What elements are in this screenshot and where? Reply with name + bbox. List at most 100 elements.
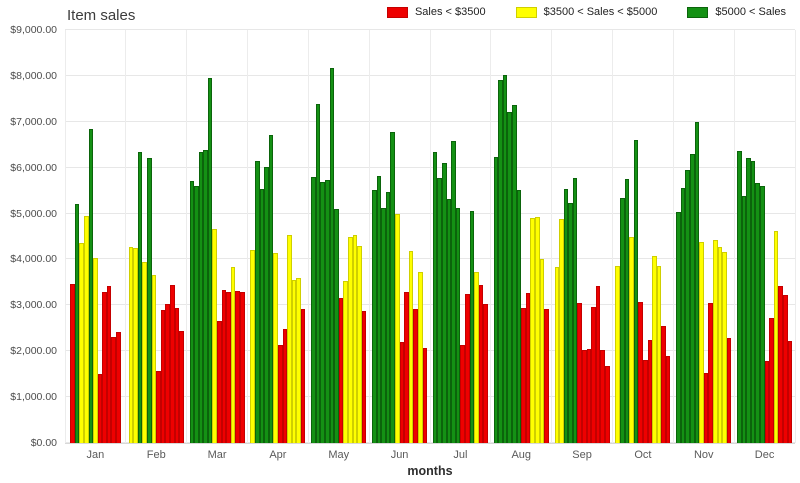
bar: [755, 183, 760, 443]
bar: [381, 208, 386, 443]
bar: [259, 188, 265, 443]
bar: [235, 291, 241, 443]
x-axis-tick-label: Aug: [511, 449, 532, 461]
bar: [133, 247, 138, 443]
v-gridline: [794, 30, 796, 443]
bar: [324, 180, 330, 443]
bar: [661, 326, 666, 443]
x-axis-tick-label: Oct: [634, 449, 652, 461]
bar: [521, 307, 526, 443]
bar: [512, 104, 517, 443]
x-axis-tick-label: Nov: [693, 449, 714, 461]
bar: [311, 176, 316, 443]
bar: [198, 152, 204, 443]
bar: [544, 308, 549, 443]
bar: [746, 157, 751, 443]
bar: [404, 292, 409, 443]
bar: [320, 181, 325, 443]
legend-swatch-red-icon: [386, 6, 408, 18]
x-axis-tick-label: Mar: [207, 449, 227, 461]
bar: [142, 261, 148, 443]
month-group-aug: [491, 30, 552, 443]
legend-item-yellow[interactable]: $3500 < Sales < $5000: [515, 6, 658, 18]
v-gridline: [125, 30, 127, 443]
bar: [151, 275, 157, 443]
x-axis-tick-label: Dec: [754, 449, 775, 461]
bar: [282, 328, 288, 443]
bar: [764, 361, 770, 443]
bar: [217, 320, 222, 443]
x-axis-tick-label: Jun: [390, 449, 409, 461]
month-group-apr: [248, 30, 309, 443]
bar: [699, 242, 704, 443]
bar: [300, 309, 306, 443]
bar: [361, 310, 367, 443]
v-gridline: [733, 30, 735, 443]
legend-swatch-green-icon: [687, 6, 709, 18]
bar: [446, 198, 452, 443]
bar: [568, 203, 573, 443]
bar: [385, 192, 391, 443]
month-group-dec: [734, 30, 795, 443]
bar: [291, 279, 297, 443]
bar: [329, 68, 335, 443]
bar: [417, 271, 423, 443]
bar: [665, 355, 671, 443]
bar: [516, 190, 522, 443]
bar: [689, 154, 695, 443]
bar: [703, 373, 709, 443]
bar: [773, 231, 779, 443]
bar: [577, 303, 583, 443]
bar: [226, 292, 231, 443]
month-group-oct: [613, 30, 674, 443]
month-group-feb: [126, 30, 187, 443]
month-group-mar: [187, 30, 248, 443]
month-group-may: [308, 30, 369, 443]
legend-label-yellow: $3500 < Sales < $5000: [543, 6, 658, 18]
x-axis-tick-label: Sep: [572, 449, 592, 461]
bar: [782, 295, 788, 443]
bar: [334, 208, 339, 443]
x-axis-tick-label: May: [328, 449, 350, 461]
bar: [240, 292, 245, 443]
bar: [106, 285, 112, 443]
y-axis-tick-label: $8,000.00: [10, 69, 57, 82]
bar: [102, 292, 107, 443]
bar: [647, 339, 653, 443]
bar: [250, 250, 255, 443]
y-axis-tick-label: $7,000.00: [10, 115, 57, 128]
bar: [559, 219, 564, 443]
legend: Sales < $3500 $3500 < Sales < $5000 $500…: [386, 6, 786, 18]
bar: [535, 217, 540, 443]
legend-item-green[interactable]: $5000 < Sales: [687, 6, 786, 18]
bar: [554, 267, 560, 443]
bar: [273, 252, 278, 443]
bar: [572, 177, 578, 443]
bar: [179, 330, 184, 443]
x-axis-tick-label: Feb: [146, 449, 166, 461]
bar: [595, 286, 601, 443]
month-group-jul: [430, 30, 491, 443]
bar: [83, 215, 89, 443]
bar: [174, 308, 180, 443]
legend-label-green: $5000 < Sales: [715, 6, 786, 18]
bar: [717, 247, 723, 443]
bar: [408, 250, 414, 443]
plot-area: [64, 29, 796, 444]
y-axis-tick-label: $3,000.00: [10, 299, 57, 312]
bar: [437, 177, 443, 443]
bar: [615, 265, 620, 443]
bar: [277, 344, 283, 443]
y-axis-tick-label: $2,000.00: [10, 345, 57, 358]
v-gridline: [551, 30, 553, 443]
bar: [478, 285, 484, 443]
bar: [563, 188, 569, 443]
legend-item-red[interactable]: Sales < $3500: [386, 6, 486, 18]
month-group-jan: [65, 30, 126, 443]
bar: [483, 304, 488, 443]
x-axis-tick-label: Apr: [269, 449, 287, 461]
x-axis-tick-label: Jan: [86, 449, 105, 461]
bar: [442, 163, 447, 443]
bar: [230, 267, 236, 443]
